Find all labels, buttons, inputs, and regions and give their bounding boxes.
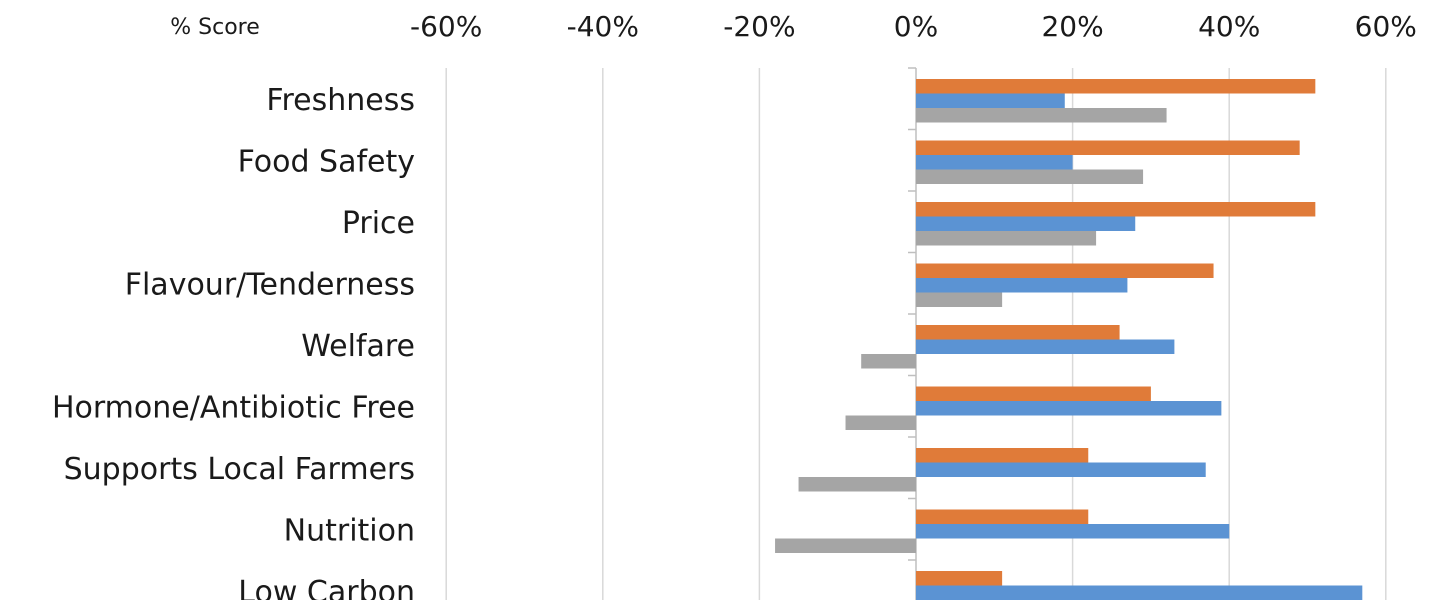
x-tick-label: -20% (723, 10, 795, 43)
zero-axis (908, 67, 917, 600)
bar (916, 278, 1128, 293)
category-label: Hormone/Antibiotic Free (52, 391, 415, 426)
axis-title: % Score (170, 15, 260, 40)
bar (916, 79, 1316, 94)
bar (916, 231, 1097, 246)
category-label: Freshness (266, 83, 415, 118)
x-tick-label: 40% (1198, 10, 1260, 43)
bar (916, 140, 1300, 155)
x-tick-label: 0% (894, 10, 938, 43)
bar (916, 339, 1175, 354)
bar (916, 292, 1003, 307)
x-tick-label: -40% (567, 10, 639, 43)
bar (861, 354, 916, 369)
category-label: Supports Local Farmers (64, 452, 415, 487)
bars (775, 79, 1363, 600)
bar (916, 169, 1144, 184)
x-tick-label: 60% (1355, 10, 1417, 43)
category-label: Price (342, 206, 415, 241)
bar (916, 202, 1316, 217)
bar (916, 401, 1222, 416)
category-label: Nutrition (284, 514, 415, 549)
x-tick-label: -60% (410, 10, 482, 43)
bar (916, 571, 1003, 586)
bar (775, 538, 916, 553)
bar (798, 477, 916, 492)
bar (916, 216, 1136, 231)
bar (916, 325, 1120, 340)
x-tick-label: 20% (1041, 10, 1103, 43)
bar (845, 415, 916, 430)
category-label: Flavour/Tenderness (125, 268, 415, 303)
bar (916, 585, 1363, 600)
x-tick-labels: -60% -40% -20% 0% 20% 40% 60% (410, 10, 1417, 43)
bar (916, 462, 1206, 477)
bar (916, 386, 1151, 401)
category-label: Food Safety (238, 145, 415, 180)
category-labels: Freshness Food Safety Price Flavour/Tendern… (52, 83, 415, 600)
category-label: Low Carbon (238, 575, 415, 600)
bar (916, 155, 1073, 170)
category-label: Welfare (301, 329, 415, 364)
bar (916, 263, 1214, 278)
bar (916, 509, 1089, 524)
bar (916, 93, 1065, 108)
bar (916, 448, 1089, 463)
bar (916, 524, 1230, 539)
bar (916, 108, 1167, 123)
